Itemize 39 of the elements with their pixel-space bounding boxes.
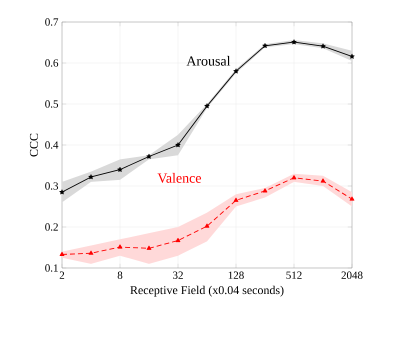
point (88, 250, 94, 255)
point (146, 154, 152, 159)
x-tick-label: 8 (118, 272, 122, 279)
point (320, 44, 326, 48)
y-tick-label: 0.7 (45, 18, 58, 26)
point (320, 178, 326, 183)
y-tick-label: 0.4 (45, 141, 58, 149)
y-tick-label: 0.2 (45, 223, 58, 231)
point (233, 68, 239, 74)
x-tick-label: 2 (60, 272, 64, 279)
text: Valence (158, 172, 202, 183)
x-tick-label: 512 (286, 272, 302, 279)
point (60, 252, 64, 256)
point (88, 174, 94, 180)
y-tick-label: 0.6 (45, 59, 58, 67)
point (59, 190, 65, 194)
x-tick-label: 32 (173, 272, 183, 279)
point (234, 198, 238, 202)
point (262, 188, 268, 192)
x-tick-label: 2048 (342, 272, 363, 279)
point (117, 166, 123, 172)
y-tick-label: 0.5 (45, 100, 58, 108)
point (350, 196, 354, 201)
point (291, 39, 297, 44)
x-tick-label: 128 (228, 272, 244, 279)
point (118, 244, 122, 249)
y-axis-title: CCC (30, 134, 38, 156)
y-tick-label: 0.3 (45, 182, 58, 190)
x-axis-title: Receptive Field (x0.04 seconds) (130, 286, 284, 297)
point (292, 175, 296, 180)
point (176, 238, 180, 242)
y-tick-label: 0.1 (45, 264, 58, 272)
point (204, 224, 210, 228)
point (175, 142, 181, 148)
series-label: Arousal (186, 56, 230, 66)
point (349, 54, 355, 59)
point (204, 103, 210, 108)
point (146, 246, 152, 250)
point (262, 43, 268, 48)
